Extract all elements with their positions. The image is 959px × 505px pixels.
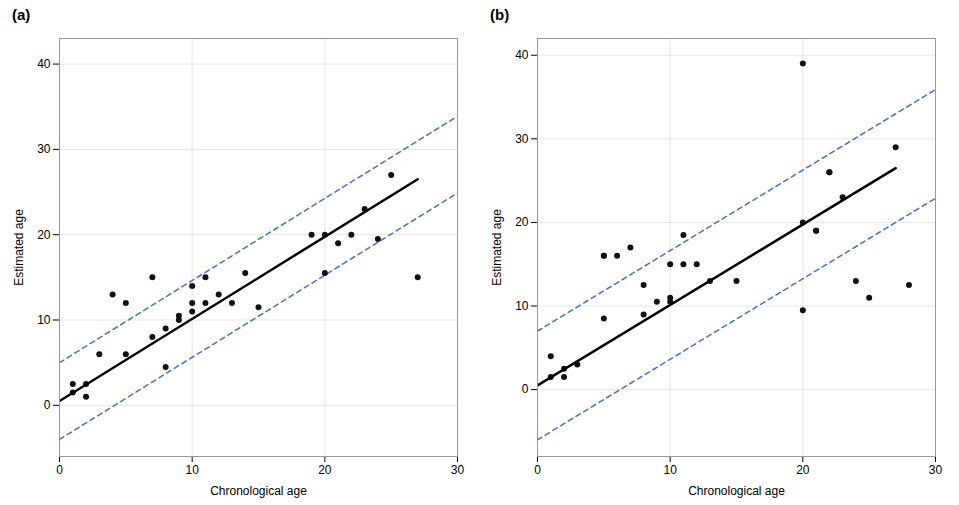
- svg-text:Estimated age: Estimated age: [490, 209, 504, 286]
- svg-text:0: 0: [44, 398, 51, 412]
- svg-text:10: 10: [37, 313, 51, 327]
- svg-text:20: 20: [318, 463, 332, 477]
- html-text:(a): (a): [12, 6, 31, 23]
- svg-text:0: 0: [522, 382, 529, 396]
- svg-text:40: 40: [515, 48, 529, 62]
- svg-text:30: 30: [451, 463, 465, 477]
- svg-text:20: 20: [37, 228, 51, 242]
- svg-text:0: 0: [56, 463, 63, 477]
- svg-text:40: 40: [37, 57, 51, 71]
- svg-text:Chronological age: Chronological age: [210, 484, 307, 498]
- svg-text:0: 0: [534, 463, 541, 477]
- svg-text:30: 30: [37, 142, 51, 156]
- svg-text:20: 20: [796, 463, 810, 477]
- svg-text:30: 30: [515, 132, 529, 146]
- svg-text:Estimated age: Estimated age: [12, 209, 26, 286]
- svg-text:30: 30: [929, 463, 943, 477]
- svg-text:10: 10: [185, 463, 199, 477]
- svg-text:10: 10: [663, 463, 677, 477]
- svg-text:Chronological age: Chronological age: [688, 484, 785, 498]
- svg-text:10: 10: [515, 299, 529, 313]
- html-text:(b): (b): [490, 6, 510, 23]
- svg-text:20: 20: [515, 215, 529, 229]
